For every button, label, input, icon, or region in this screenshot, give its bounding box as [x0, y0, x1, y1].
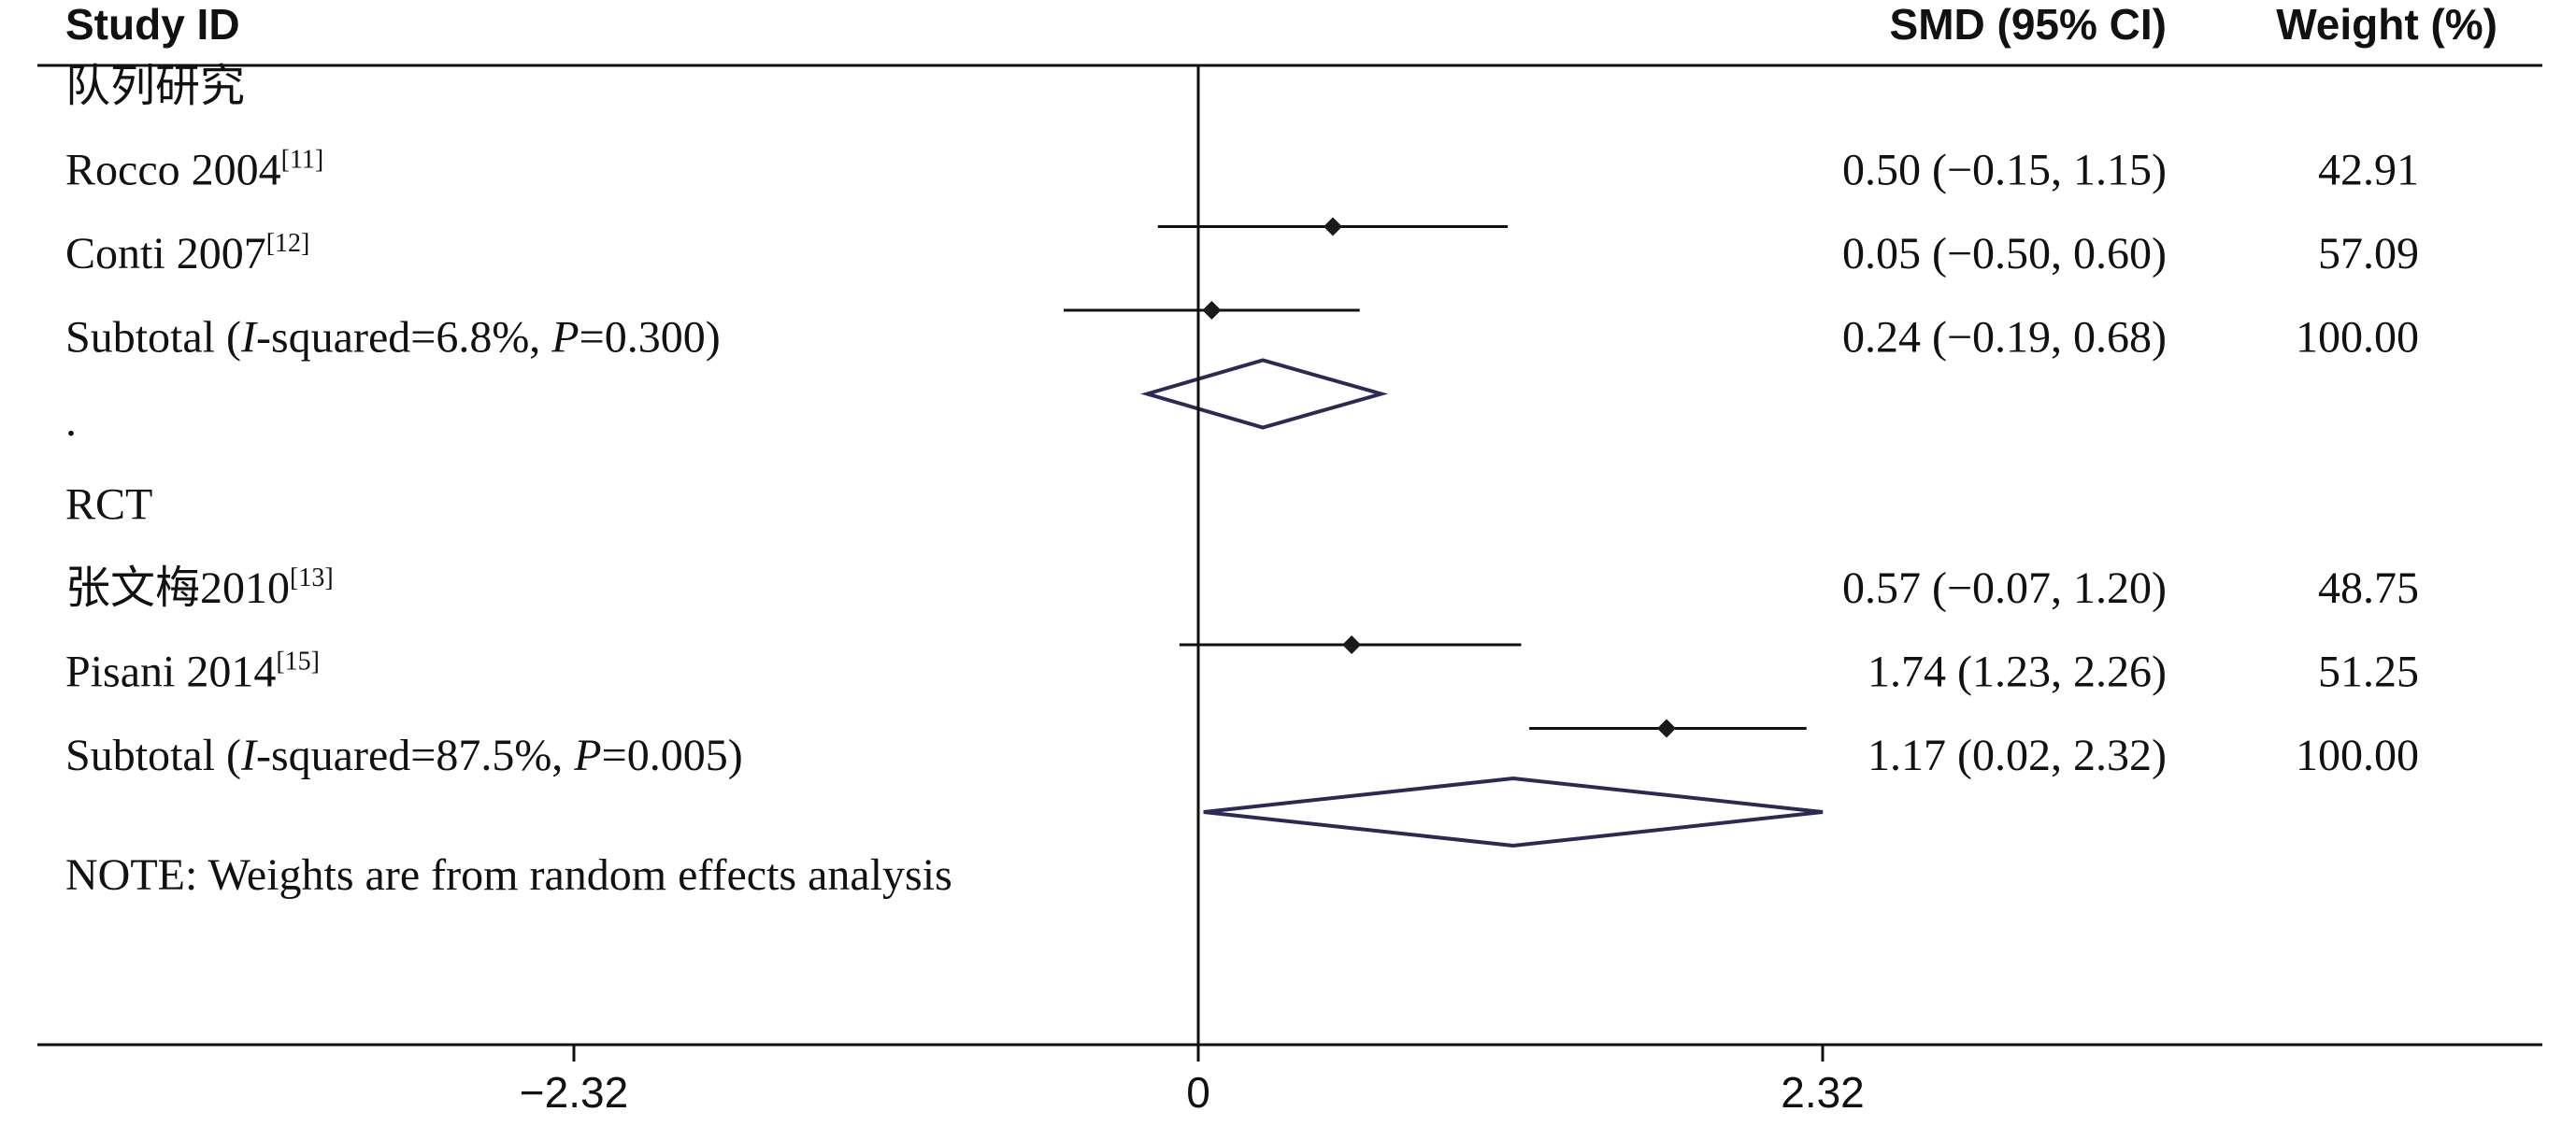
header-weight: Weight (%) — [2276, 0, 2497, 49]
row-label-1: Rocco 2004[11] — [65, 146, 323, 195]
point-estimate-6 — [1342, 635, 1362, 654]
row-weight-7: 51.25 — [2318, 648, 2419, 697]
row-label-0: 队列研究 — [65, 62, 245, 111]
point-estimate-2 — [1202, 301, 1222, 320]
point-estimate-7 — [1657, 719, 1676, 738]
row-ci-text-3: 0.24 (−0.19, 0.68) — [1842, 313, 2167, 363]
row-label-5: RCT — [65, 480, 152, 530]
row-weight-6: 48.75 — [2318, 563, 2419, 613]
forest-rows: 队列研究 Rocco 2004[11] 0.50 (−0.15, 1.15) 42.9… — [65, 62, 2419, 848]
row-ci-text-8: 1.17 (0.02, 2.32) — [1868, 731, 2167, 780]
row-weight-8: 100.00 — [2296, 731, 2419, 780]
x-tick-label-0: −2.32 — [520, 1068, 628, 1117]
row-label-8: Subtotal (I-squared=87.5%, P=0.005) — [65, 731, 743, 780]
subtotal-diamond-8 — [1203, 776, 1824, 848]
row-ci-text-2: 0.05 (−0.50, 0.60) — [1842, 229, 2167, 278]
subtotal-diamond-3 — [1140, 358, 1389, 430]
note-text: NOTE: Weights are from random effects an… — [65, 850, 952, 900]
row-label-6: 张文梅2010[13] — [65, 563, 334, 613]
row-ci-text-7: 1.74 (1.23, 2.26) — [1868, 648, 2167, 697]
row-ci-text-6: 0.57 (−0.07, 1.20) — [1842, 563, 2167, 613]
row-weight-1: 42.91 — [2318, 146, 2419, 195]
point-estimate-1 — [1323, 217, 1342, 236]
row-label-3: Subtotal (I-squared=6.8%, P=0.300) — [65, 313, 721, 363]
row-label-2: Conti 2007[12] — [65, 229, 309, 278]
row-label-7: Pisani 2014[15] — [65, 648, 320, 697]
x-axis-ticks: −2.32 0 2.32 — [520, 1045, 1865, 1117]
header-smd-ci: SMD (95% CI) — [1890, 0, 2167, 49]
row-label-4: . — [65, 396, 77, 446]
row-weight-3: 100.00 — [2296, 313, 2419, 363]
x-tick-label-2: 2.32 — [1781, 1068, 1865, 1117]
row-weight-2: 57.09 — [2318, 229, 2419, 278]
x-tick-label-1: 0 — [1186, 1068, 1210, 1117]
row-ci-text-1: 0.50 (−0.15, 1.15) — [1842, 146, 2167, 195]
header-study-id: Study ID — [65, 0, 240, 49]
